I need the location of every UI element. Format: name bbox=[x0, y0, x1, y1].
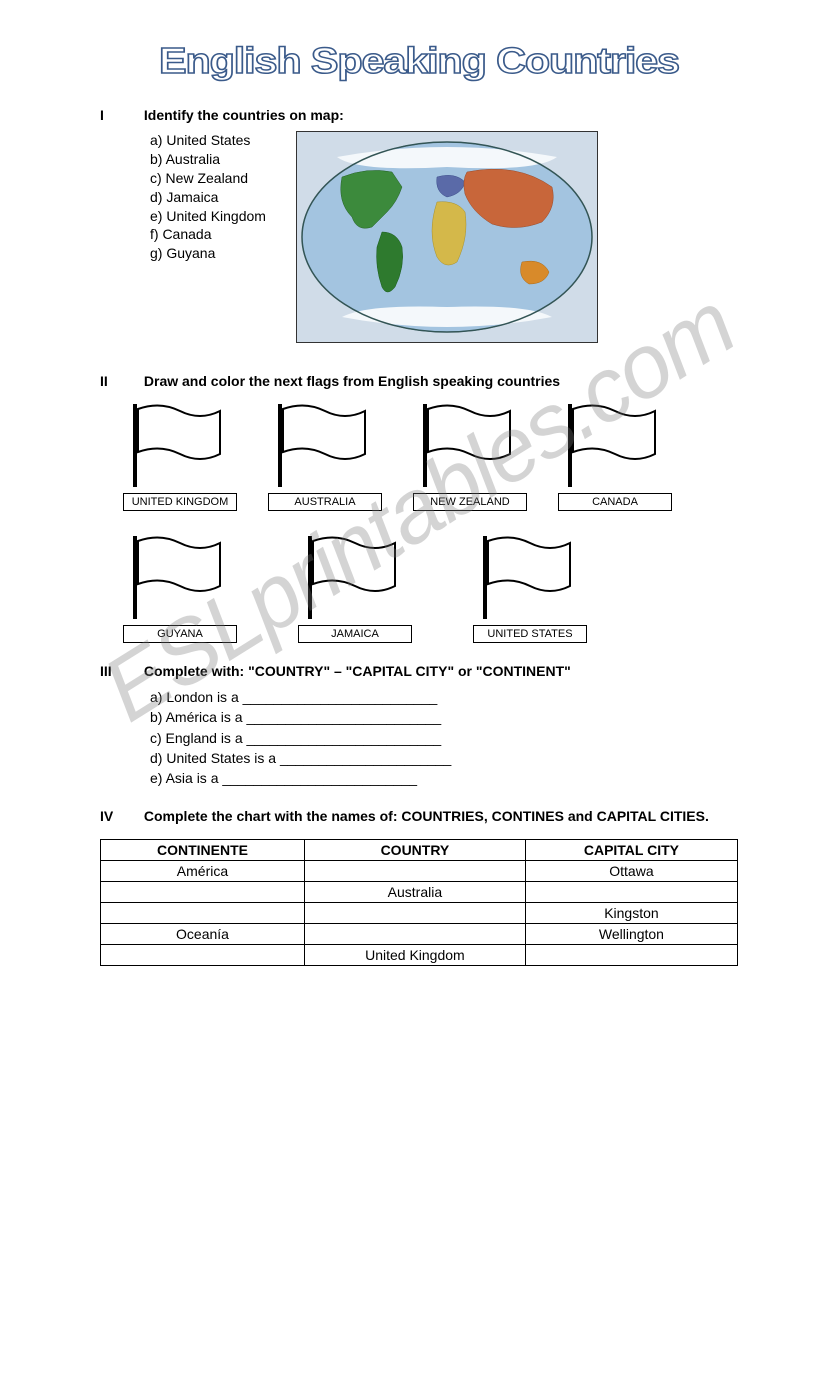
table-cell: Ottawa bbox=[525, 861, 737, 882]
flag-outline bbox=[555, 399, 675, 489]
flag-item: GUYANA bbox=[120, 531, 240, 643]
fill-item: a) London is a _________________________ bbox=[150, 687, 738, 707]
flag-item: UNITED KINGDOM bbox=[120, 399, 240, 511]
fill-item: b) América is a ________________________… bbox=[150, 707, 738, 727]
table-cell: Wellington bbox=[525, 924, 737, 945]
flag-label: UNITED KINGDOM bbox=[123, 493, 237, 511]
section1-body: a) United States b) Australia c) New Zea… bbox=[100, 131, 738, 343]
section2-text: Draw and color the next flags from Engli… bbox=[144, 373, 560, 389]
world-map bbox=[296, 131, 598, 343]
table-row: América Ottawa bbox=[101, 861, 738, 882]
table-cell: United Kingdom bbox=[304, 945, 525, 966]
table-row: United Kingdom bbox=[101, 945, 738, 966]
table-cell bbox=[101, 882, 305, 903]
list-item: d) Jamaica bbox=[150, 188, 266, 207]
table-cell bbox=[525, 945, 737, 966]
flag-outline bbox=[120, 399, 240, 489]
chart-table: CONTINENTE COUNTRY CAPITAL CITY América … bbox=[100, 839, 738, 966]
flags-row-2: GUYANA JAMAICA UNITED STATES bbox=[120, 531, 738, 643]
section4-roman: IV bbox=[100, 808, 140, 824]
section3-roman: III bbox=[100, 663, 140, 679]
section3-heading: III Complete with: "COUNTRY" – "CAPITAL … bbox=[100, 663, 738, 679]
table-header-row: CONTINENTE COUNTRY CAPITAL CITY bbox=[101, 840, 738, 861]
flag-outline bbox=[470, 531, 590, 621]
section4-heading: IV Complete the chart with the names of:… bbox=[100, 808, 738, 824]
flags-row-1: UNITED KINGDOM AUSTRALIA NEW ZEALAND CAN… bbox=[120, 399, 738, 511]
flag-outline bbox=[295, 531, 415, 621]
section2-roman: II bbox=[100, 373, 140, 389]
page-title: English Speaking Countries bbox=[52, 40, 786, 82]
fill-list: a) London is a _________________________… bbox=[100, 687, 738, 788]
flag-label: GUYANA bbox=[123, 625, 237, 643]
list-item: e) United Kingdom bbox=[150, 207, 266, 226]
flag-outline bbox=[410, 399, 530, 489]
fill-item: e) Asia is a _________________________ bbox=[150, 768, 738, 788]
table-cell bbox=[101, 903, 305, 924]
table-cell: Australia bbox=[304, 882, 525, 903]
section2-heading: II Draw and color the next flags from En… bbox=[100, 373, 738, 389]
table-cell bbox=[101, 945, 305, 966]
fill-item: d) United States is a __________________… bbox=[150, 748, 738, 768]
table-cell: América bbox=[101, 861, 305, 882]
list-item: f) Canada bbox=[150, 225, 266, 244]
worksheet-page: ESLprintables.com English Speaking Count… bbox=[0, 0, 838, 1016]
country-list: a) United States b) Australia c) New Zea… bbox=[100, 131, 266, 263]
section1-heading: I Identify the countries on map: bbox=[100, 107, 738, 123]
section3-text: Complete with: "COUNTRY" – "CAPITAL CITY… bbox=[144, 663, 571, 679]
flag-label: JAMAICA bbox=[298, 625, 412, 643]
list-item: c) New Zealand bbox=[150, 169, 266, 188]
flag-label: UNITED STATES bbox=[473, 625, 587, 643]
section1-text: Identify the countries on map: bbox=[144, 107, 344, 123]
table-cell bbox=[525, 882, 737, 903]
flag-label: CANADA bbox=[558, 493, 672, 511]
table-cell: Kingston bbox=[525, 903, 737, 924]
table-header: CONTINENTE bbox=[101, 840, 305, 861]
table-header: COUNTRY bbox=[304, 840, 525, 861]
list-item: b) Australia bbox=[150, 150, 266, 169]
table-row: Oceanía Wellington bbox=[101, 924, 738, 945]
section1-roman: I bbox=[100, 107, 140, 123]
section4-text: Complete the chart with the names of: CO… bbox=[144, 808, 709, 824]
list-item: g) Guyana bbox=[150, 244, 266, 263]
list-item: a) United States bbox=[150, 131, 266, 150]
flag-item: CANADA bbox=[555, 399, 675, 511]
flag-item: JAMAICA bbox=[295, 531, 415, 643]
table-cell bbox=[304, 861, 525, 882]
table-row: Australia bbox=[101, 882, 738, 903]
fill-item: c) England is a ________________________… bbox=[150, 728, 738, 748]
table-cell bbox=[304, 903, 525, 924]
flag-item: NEW ZEALAND bbox=[410, 399, 530, 511]
flag-outline bbox=[265, 399, 385, 489]
table-cell: Oceanía bbox=[101, 924, 305, 945]
flag-label: AUSTRALIA bbox=[268, 493, 382, 511]
flag-item: AUSTRALIA bbox=[265, 399, 385, 511]
table-header: CAPITAL CITY bbox=[525, 840, 737, 861]
flag-outline bbox=[120, 531, 240, 621]
table-cell bbox=[304, 924, 525, 945]
table-row: Kingston bbox=[101, 903, 738, 924]
flag-label: NEW ZEALAND bbox=[413, 493, 527, 511]
flag-item: UNITED STATES bbox=[470, 531, 590, 643]
